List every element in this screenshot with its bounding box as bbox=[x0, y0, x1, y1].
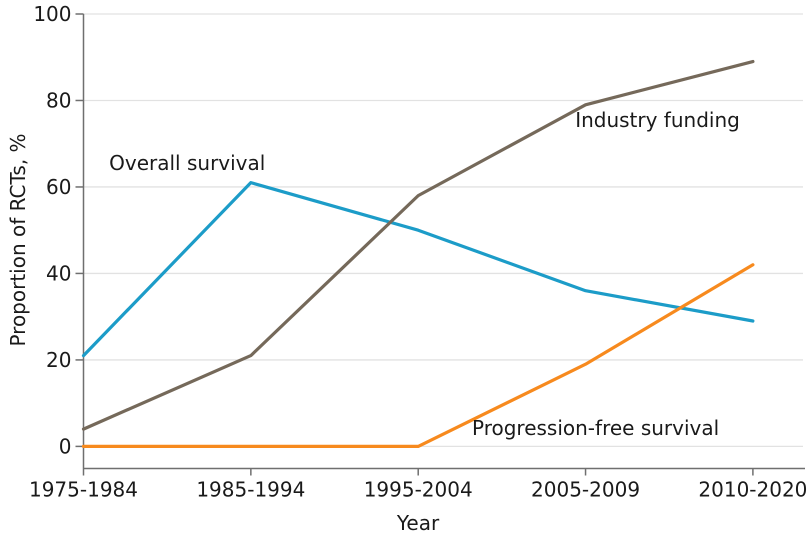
series-line-overall-survival bbox=[81, 181, 755, 358]
y-tick-label: 80 bbox=[46, 88, 71, 112]
x-tick-label: 1975-1984 bbox=[29, 478, 138, 502]
y-tick-label: 0 bbox=[59, 434, 72, 458]
series-annotations: Overall survival Industry funding Progress… bbox=[109, 108, 740, 440]
y-axis-title: Proportion of RCTs, % bbox=[6, 133, 30, 346]
x-axis-title: Year bbox=[396, 511, 440, 535]
series-line-industry-funding bbox=[81, 59, 755, 431]
series-label-progression-free-survival: Progression-free survival bbox=[472, 416, 719, 440]
x-tick-label: 2010-2020 bbox=[698, 478, 807, 502]
y-tick-label: 60 bbox=[46, 175, 71, 199]
x-tick-label: 2005-2009 bbox=[531, 478, 640, 502]
y-tick-label: 40 bbox=[46, 261, 71, 285]
tick-labels: 0 20 40 60 80 100 1975-1984 1985-1994 1995-2004 2… bbox=[29, 2, 807, 502]
gridlines bbox=[83, 13, 803, 448]
series-line-progression-free-survival bbox=[81, 263, 755, 448]
data-series bbox=[81, 59, 755, 448]
axes bbox=[75, 13, 805, 476]
x-tick-label: 1985-1994 bbox=[196, 478, 305, 502]
series-label-overall-survival: Overall survival bbox=[109, 151, 265, 175]
x-tick-label: 1995-2004 bbox=[364, 478, 473, 502]
y-tick-label: 20 bbox=[46, 348, 71, 372]
series-label-industry-funding: Industry funding bbox=[575, 108, 740, 132]
y-tick-label: 100 bbox=[33, 2, 71, 26]
